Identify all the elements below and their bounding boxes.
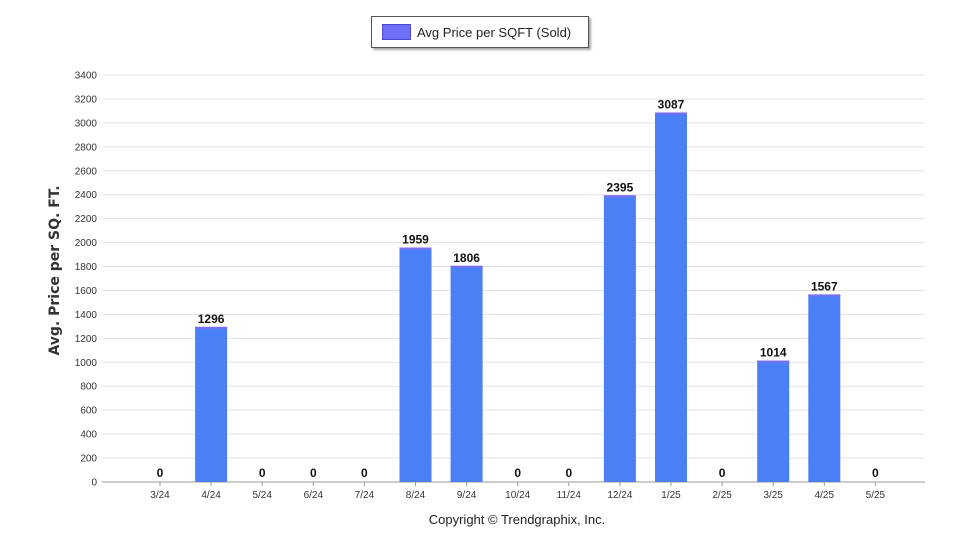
- y-tick-label: 1200: [75, 334, 98, 345]
- bar-top-highlight: [655, 112, 687, 115]
- x-tick-label: 1/25: [661, 490, 681, 501]
- bar: [757, 360, 790, 482]
- y-tick-label: 2600: [75, 166, 98, 177]
- bar-top-highlight: [808, 294, 841, 297]
- y-tick-label: 0: [91, 478, 97, 489]
- bar-value-label: 3087: [658, 97, 685, 111]
- y-tick-label: 2200: [75, 214, 98, 225]
- copyright-text: Copyright © Trendgraphix, Inc.: [428, 512, 606, 527]
- y-tick-label: 1600: [75, 286, 98, 297]
- bar-top-highlight: [450, 265, 483, 268]
- y-tick-label: 1400: [75, 310, 98, 321]
- x-tick-label: 4/24: [201, 490, 221, 501]
- legend-label: Avg Price per SQFT (Sold): [417, 24, 572, 40]
- x-tick-label: 5/25: [866, 490, 886, 501]
- bar: [603, 195, 636, 482]
- y-tick-label: 2000: [75, 238, 98, 249]
- bar-value-label: 0: [310, 466, 317, 480]
- y-tick-label: 1000: [75, 358, 98, 369]
- y-tick-label: 200: [80, 454, 97, 465]
- bar-value-label: 1296: [198, 312, 225, 326]
- bar-value-label: 0: [157, 466, 164, 480]
- x-tick-label: 3/25: [763, 490, 783, 501]
- x-tick-label: 4/25: [815, 490, 835, 501]
- bar: [450, 265, 483, 482]
- bar-value-label: 1959: [402, 232, 429, 246]
- bar-value-label: 2395: [607, 180, 634, 194]
- bar-value-label: 1567: [811, 279, 838, 293]
- y-tick-label: 400: [80, 430, 97, 441]
- y-tick-label: 600: [80, 406, 97, 417]
- x-tick-label: 5/24: [252, 490, 272, 501]
- x-tick-label: 9/24: [457, 490, 477, 501]
- y-tick-label: 3000: [75, 118, 98, 129]
- bar-top-highlight: [195, 326, 228, 329]
- bar: [399, 247, 432, 482]
- bar-value-label: 0: [719, 466, 726, 480]
- y-tick-label: 2400: [75, 190, 98, 201]
- y-tick-label: 3200: [75, 94, 98, 105]
- bar-top-highlight: [757, 360, 790, 363]
- bar: [808, 294, 841, 482]
- legend-swatch: [382, 24, 411, 40]
- bar: [655, 112, 687, 482]
- bar: [195, 326, 228, 482]
- x-tick-label: 2/25: [712, 490, 732, 501]
- x-tick-label: 6/24: [304, 490, 324, 501]
- x-tick-label: 11/24: [557, 490, 582, 501]
- x-tick-label: 7/24: [355, 490, 375, 501]
- bar-top-highlight: [603, 195, 636, 198]
- bar-value-label: 0: [872, 466, 879, 480]
- bar-value-label: 0: [565, 466, 572, 480]
- x-tick-label: 3/24: [150, 490, 170, 501]
- bar-value-label: 0: [361, 466, 368, 480]
- bar-value-label: 0: [259, 466, 266, 480]
- x-tick-label: 10/24: [505, 490, 530, 501]
- bar-value-label: 1014: [760, 346, 787, 360]
- x-tick-label: 12/24: [607, 490, 632, 501]
- x-tick-label: 8/24: [406, 490, 426, 501]
- y-axis-label: Avg. Price per SQ. FT.: [47, 185, 63, 355]
- y-tick-label: 1800: [75, 262, 98, 273]
- y-tick-label: 2800: [75, 142, 98, 153]
- bar-top-highlight: [399, 247, 432, 250]
- y-tick-label: 800: [80, 382, 97, 393]
- bar-value-label: 1806: [453, 251, 480, 265]
- bar-value-label: 0: [514, 466, 521, 480]
- y-tick-label: 3400: [75, 71, 98, 82]
- legend: Avg Price per SQFT (Sold): [371, 16, 589, 48]
